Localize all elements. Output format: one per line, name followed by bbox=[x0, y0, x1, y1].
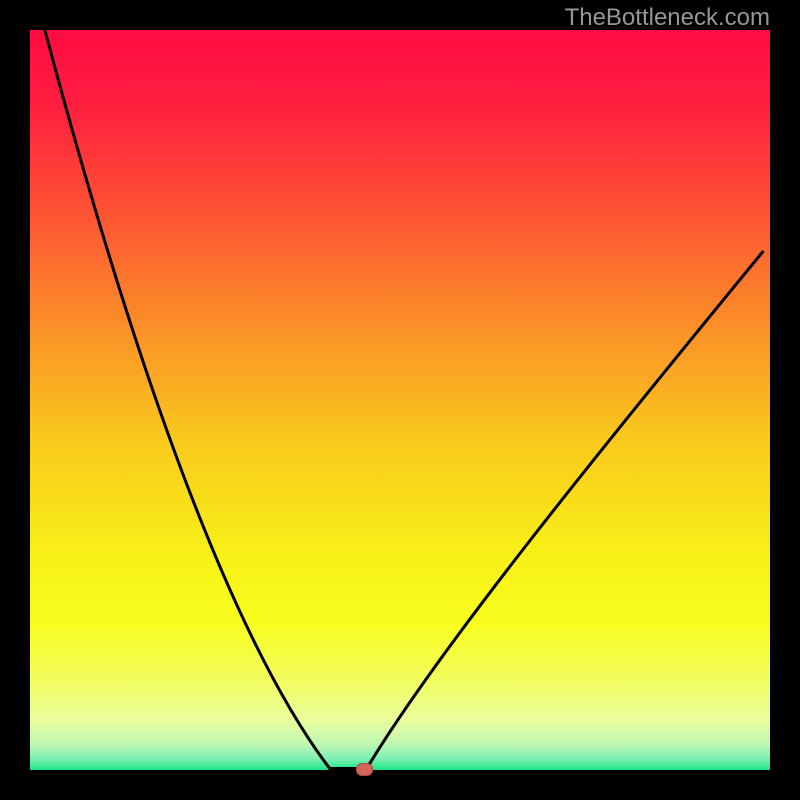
watermark-text: TheBottleneck.com bbox=[565, 4, 770, 32]
bottleneck-curve bbox=[0, 0, 800, 800]
chart-stage: TheBottleneck.com bbox=[0, 0, 800, 800]
optimal-point-marker bbox=[356, 763, 373, 776]
curve-path bbox=[45, 30, 763, 769]
